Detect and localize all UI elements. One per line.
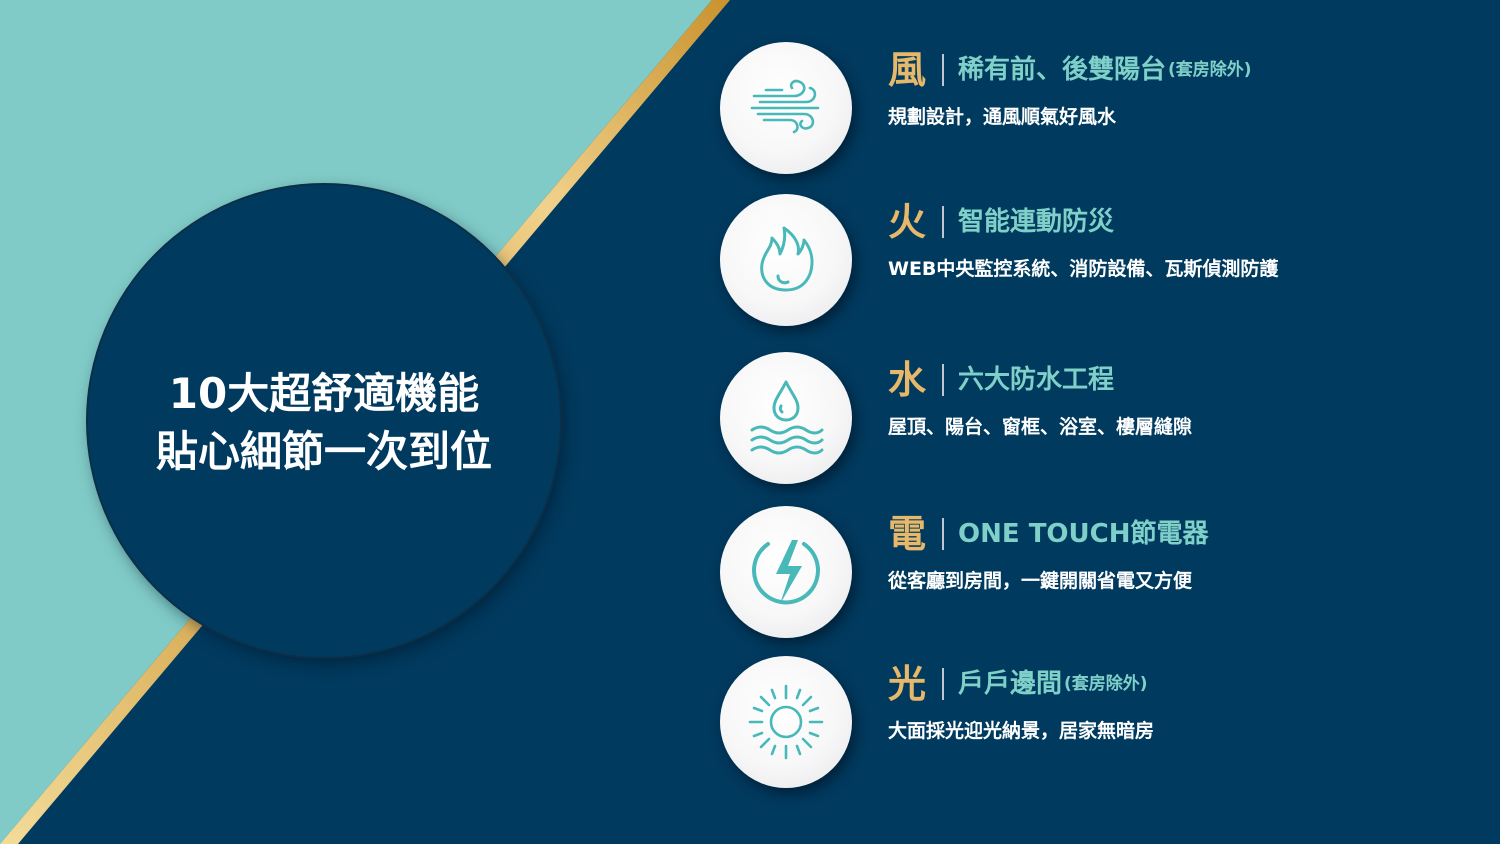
feature-note: (套房除外): [1064, 674, 1148, 694]
title-divider: [942, 364, 945, 396]
bolt-icon: [752, 540, 820, 605]
icon-disc: [720, 352, 852, 484]
feature-light: 光 戶戶邊間 (套房除外) 大面採光迎光納景，居家無暗房: [720, 656, 1480, 790]
water-icon: [750, 380, 824, 455]
feature-fire: 火 智能連動防災 WEB中央監控系統、消防設備、瓦斯偵測防護: [720, 194, 1480, 328]
feature-title: 水 六大防水工程: [888, 352, 1116, 408]
feature-headline: 戶戶邊間: [958, 669, 1063, 699]
icon-disc: [720, 656, 852, 788]
icon-disc: [720, 194, 852, 326]
feature-description: 大面採光迎光納景，居家無暗房: [888, 720, 1155, 742]
feature-description: 從客廳到房間，一鍵開關省電又方便: [888, 570, 1193, 592]
feature-note: (套房除外): [1168, 60, 1252, 80]
hero-line-1: 10大超舒適機能: [168, 369, 480, 418]
feature-description: WEB中央監控系統、消防設備、瓦斯偵測防護: [888, 258, 1279, 280]
feature-title: 光 戶戶邊間 (套房除外): [888, 656, 1148, 712]
title-divider: [942, 206, 945, 238]
sun-icon: [748, 684, 824, 760]
feature-element: 火: [888, 200, 927, 244]
feature-description: 規劃設計，通風順氣好風水: [888, 106, 1117, 128]
feature-headline: 六大防水工程: [958, 365, 1115, 395]
hero-line-2: 貼心細節一次到位: [155, 427, 492, 476]
feature-description: 屋頂、陽台、窗框、浴室、樓層縫隙: [888, 416, 1193, 438]
title-divider: [942, 518, 945, 550]
fire-icon: [760, 226, 814, 292]
feature-water: 水 六大防水工程 屋頂、陽台、窗框、浴室、樓層縫隙: [720, 352, 1480, 486]
hero-circle: 10大超舒適機能 貼心細節一次到位: [88, 185, 560, 657]
feature-headline: 智能連動防災: [958, 207, 1115, 237]
feature-title: 火 智能連動防災: [888, 194, 1116, 250]
hero-heading: 10大超舒適機能 貼心細節一次到位: [88, 365, 560, 481]
feature-element: 水: [888, 358, 927, 402]
feature-title: 風 稀有前、後雙陽台 (套房除外): [888, 42, 1252, 98]
feature-element: 光: [888, 662, 927, 706]
feature-wind: 風 稀有前、後雙陽台 (套房除外) 規劃設計，通風順氣好風水: [720, 42, 1480, 176]
feature-electric: 電 ONE TOUCH節電器 從客廳到房間，一鍵開關省電又方便: [720, 506, 1480, 640]
icon-disc: [720, 42, 852, 174]
feature-title: 電 ONE TOUCH節電器: [888, 506, 1210, 562]
feature-element: 風: [888, 48, 927, 92]
title-divider: [942, 668, 945, 700]
feature-headline: 稀有前、後雙陽台: [958, 55, 1167, 85]
icon-disc: [720, 506, 852, 638]
feature-element: 電: [888, 512, 927, 556]
title-divider: [942, 54, 945, 86]
feature-headline: ONE TOUCH節電器: [958, 519, 1209, 549]
wind-icon: [750, 79, 820, 134]
